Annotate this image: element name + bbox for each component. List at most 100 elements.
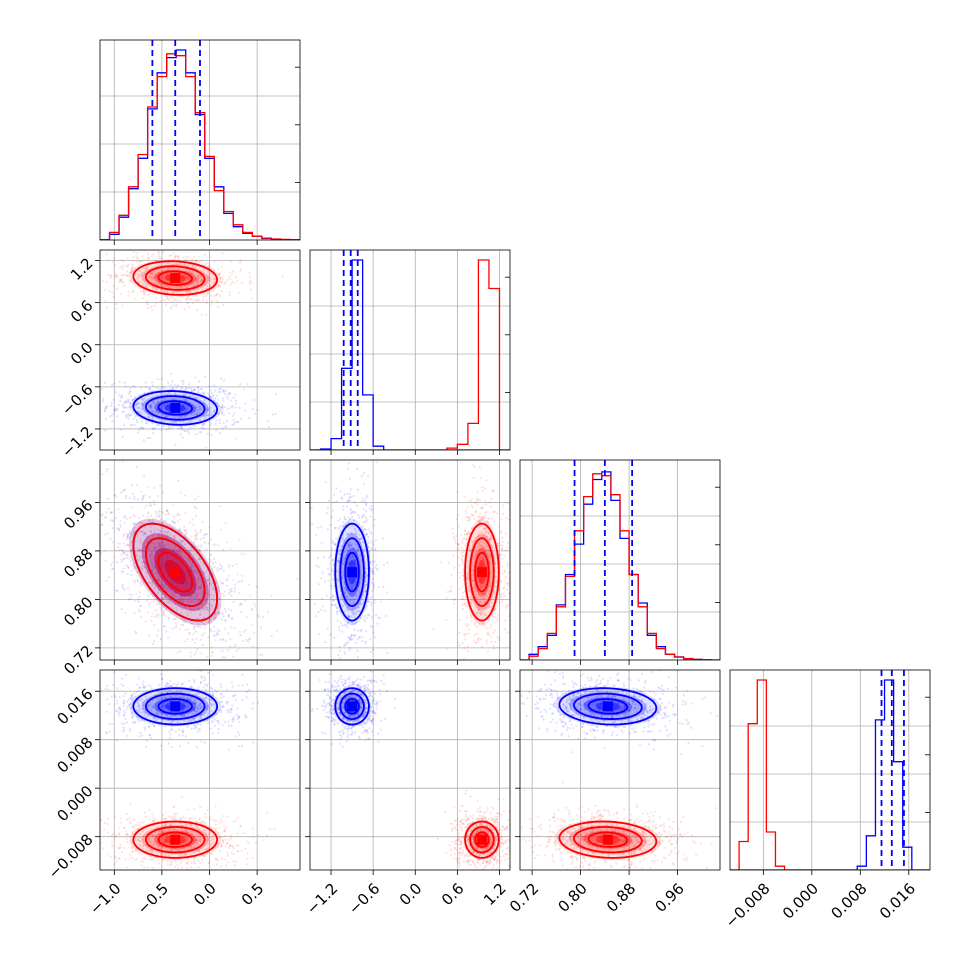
sample-point <box>186 638 189 641</box>
sample-point <box>473 634 476 637</box>
sample-point <box>212 599 215 602</box>
sample-point <box>317 611 320 614</box>
sample-point <box>365 583 368 586</box>
sample-point <box>171 579 175 582</box>
sample-point <box>244 628 247 632</box>
sample-point <box>154 546 157 549</box>
sample-point <box>183 579 187 582</box>
sample-point <box>152 500 155 503</box>
sample-point <box>314 614 318 618</box>
sample-point <box>133 692 136 695</box>
sample-point <box>439 561 442 564</box>
sample-point <box>213 294 216 297</box>
sample-point <box>183 399 186 402</box>
sample-point <box>251 707 254 710</box>
sample-point <box>358 590 361 593</box>
sample-point <box>162 545 165 548</box>
sample-point <box>172 398 175 401</box>
sample-point <box>129 413 133 416</box>
sample-point <box>187 295 190 299</box>
sample-point <box>156 398 159 401</box>
sample-point <box>158 515 161 518</box>
sample-point <box>220 412 223 415</box>
sample-point <box>157 570 160 573</box>
sample-point <box>214 543 217 546</box>
sample-point <box>125 532 128 535</box>
sample-point <box>148 581 151 584</box>
sample-point <box>191 574 195 577</box>
sample-point <box>214 561 217 564</box>
sample-point <box>231 564 234 568</box>
sample-point <box>224 610 227 613</box>
sample-point <box>122 533 126 536</box>
sample-point <box>199 280 203 283</box>
sample-point <box>112 409 116 412</box>
sample-point <box>130 484 134 487</box>
sample-point <box>355 543 359 547</box>
sample-point <box>492 645 495 648</box>
sample-point <box>150 582 153 585</box>
sample-point <box>103 409 107 412</box>
sample-point <box>105 511 108 514</box>
sample-point <box>206 606 209 609</box>
sample-point <box>339 524 342 528</box>
sample-point <box>138 406 141 410</box>
sample-point <box>217 629 221 633</box>
sample-point <box>215 394 219 397</box>
sample-point <box>185 582 188 585</box>
sample-point <box>227 632 230 635</box>
sample-point <box>449 589 452 592</box>
sample-point <box>209 395 212 398</box>
sample-point <box>129 394 133 398</box>
sample-point <box>120 677 123 680</box>
sample-point <box>186 555 189 559</box>
sample-point <box>180 287 183 290</box>
sample-point <box>203 422 206 426</box>
sample-point <box>364 590 367 593</box>
sample-point <box>229 277 232 280</box>
sample-point <box>173 547 176 550</box>
sample-point <box>252 702 255 705</box>
sample-point <box>124 385 127 388</box>
sample-point <box>135 592 138 595</box>
sample-point <box>182 278 185 281</box>
sample-point <box>350 532 353 536</box>
sample-point <box>193 600 196 603</box>
sample-point <box>164 535 167 538</box>
sample-point <box>325 594 328 597</box>
sample-point <box>153 274 157 277</box>
sample-point <box>330 570 334 573</box>
sample-point <box>151 561 154 564</box>
sample-point <box>220 281 224 284</box>
sample-point <box>191 638 194 641</box>
sample-point <box>191 265 194 268</box>
sample-point <box>198 564 201 567</box>
sample-point <box>121 268 125 271</box>
sample-point <box>171 728 174 731</box>
sample-point <box>178 604 182 607</box>
sample-point <box>192 580 195 583</box>
sample-point <box>104 406 107 410</box>
sample-point <box>218 613 222 616</box>
sample-point <box>126 586 130 590</box>
sample-point <box>333 636 336 639</box>
sample-point <box>202 562 205 565</box>
sample-point <box>369 601 373 604</box>
sample-point <box>346 626 349 629</box>
sample-point <box>189 291 192 294</box>
sample-point <box>170 426 173 430</box>
sample-point <box>366 616 369 619</box>
sample-point <box>198 275 202 278</box>
sample-point <box>117 508 120 511</box>
sample-point <box>157 683 161 686</box>
sample-point <box>315 564 318 567</box>
sample-point <box>521 549 523 551</box>
sample-point <box>158 513 161 516</box>
sample-point <box>82 486 84 488</box>
sample-point <box>332 541 335 544</box>
sample-point <box>190 271 193 274</box>
sample-point <box>244 713 247 717</box>
sample-point <box>154 411 157 414</box>
sample-point <box>172 578 175 581</box>
sample-point <box>217 632 220 636</box>
